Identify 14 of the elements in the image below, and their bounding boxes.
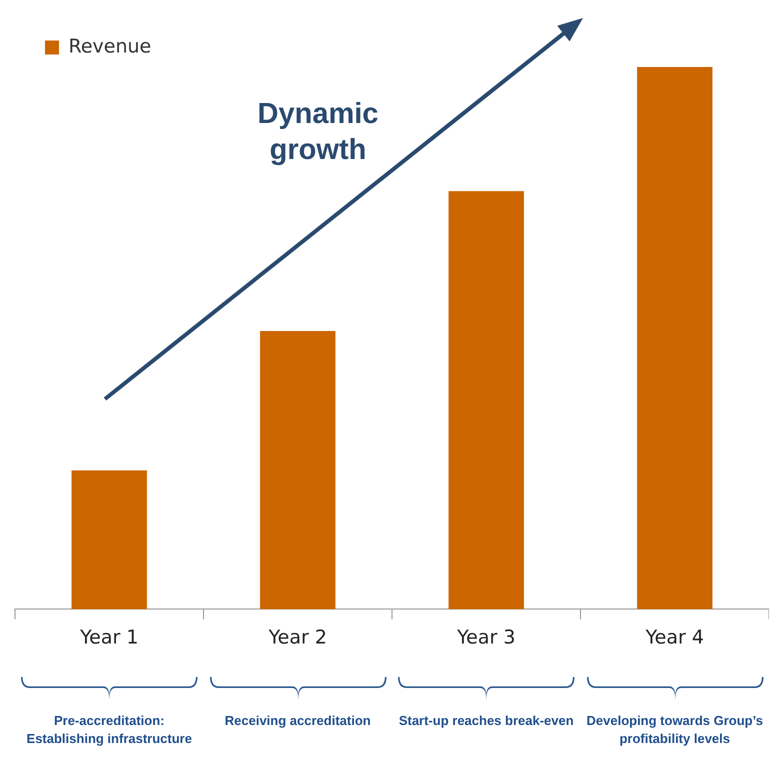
text: Receiving accreditation [224, 712, 372, 730]
x-tick-label: Year 1 [79, 626, 138, 649]
text: Start-up reaches break-even [398, 712, 575, 730]
bar [72, 470, 147, 610]
x-tick-label: Year 3 [456, 626, 516, 649]
annotation: Dynamic growth [256, 97, 380, 168]
x-tick-label: Year 2 [268, 626, 327, 649]
bar [260, 331, 336, 610]
bar [448, 191, 524, 610]
x-tick-label: Year 4 [644, 626, 704, 649]
legend-label: Revenue [68, 35, 152, 58]
bar [637, 67, 712, 610]
text: Pre-accreditation: Establishing infrastructure [26, 712, 193, 748]
text: Developing towards Group’s profitability levels [586, 712, 764, 748]
